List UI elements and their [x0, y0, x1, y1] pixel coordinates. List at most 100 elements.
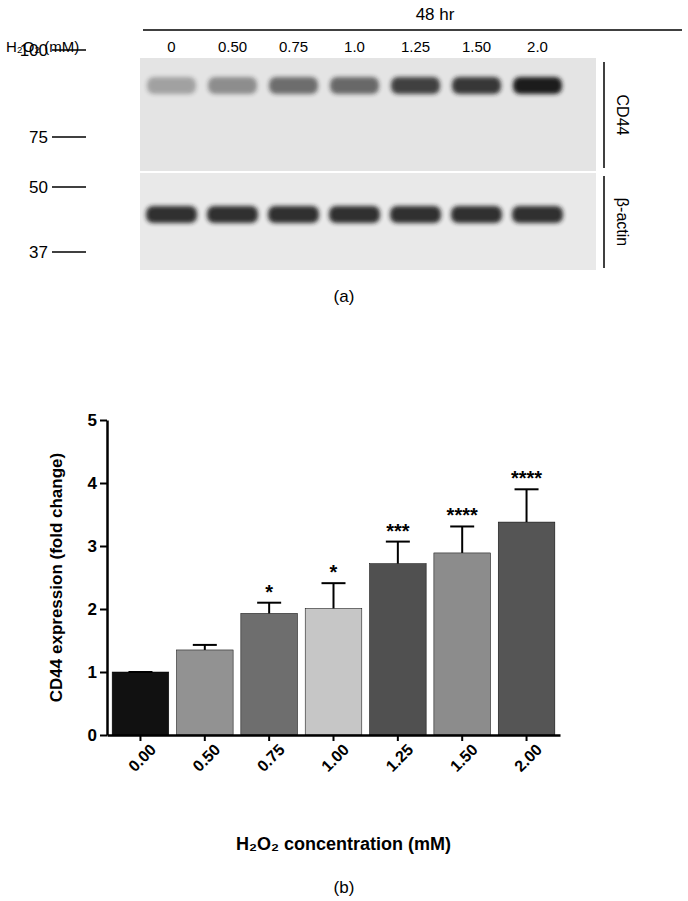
panel-label: (b) [334, 878, 355, 897]
y-tick: 1 [88, 663, 107, 682]
y-tick-mark [100, 420, 107, 422]
x-tick-label: 1.00 [318, 741, 352, 775]
error-bar [257, 603, 281, 614]
error-bar [386, 542, 410, 564]
bar [370, 564, 427, 735]
blot-membrane [140, 58, 596, 171]
error-stem [461, 526, 463, 552]
actin-band [512, 206, 563, 223]
error-bar [322, 583, 346, 608]
annotation: **** [447, 504, 478, 526]
blot-panel: 48 hrH₂O₂ (mM)00.500.751.01.251.502.0100… [6, 5, 682, 270]
error-cap [128, 671, 152, 673]
lane-label: 1.0 [344, 38, 365, 55]
marker-label: 50 [29, 178, 48, 197]
y-axis: 0 1 2 3 4 5 [88, 411, 108, 745]
y-axis-title: CD44 expression (fold change) [47, 453, 66, 702]
marker-line [52, 186, 86, 188]
x-tick-mark [461, 735, 463, 741]
plot-area [112, 489, 555, 735]
cd44-band [208, 77, 257, 94]
blot-title: 48 hr [416, 5, 455, 24]
marker-line [52, 136, 86, 138]
x-tick-mark [526, 735, 528, 741]
bar [112, 672, 169, 735]
marker-line [52, 49, 86, 51]
annotation: * [265, 581, 273, 603]
cd44-band [513, 77, 562, 94]
cd44-band [452, 77, 501, 94]
cd44-band [391, 77, 440, 94]
bar [176, 650, 233, 735]
x-tick-label: 0.00 [125, 741, 159, 775]
error-bar [515, 489, 539, 522]
x-tick-label: 1.25 [382, 741, 416, 775]
actin-band [268, 206, 319, 223]
marker-label: 100 [20, 41, 48, 60]
blot-membrane [140, 173, 596, 270]
marker-label: 75 [29, 128, 48, 147]
panel-label: (a) [334, 287, 355, 306]
error-stem [333, 583, 335, 608]
error-stem [268, 603, 270, 614]
annotation: * [330, 561, 338, 583]
marker-line [52, 251, 86, 253]
actin-band [207, 206, 258, 223]
y-tick-label: 2 [88, 600, 97, 619]
error-stem [526, 489, 528, 522]
lane-label: 0.75 [279, 38, 308, 55]
band-label: β-actin [614, 198, 631, 246]
lane-label: 2.0 [527, 38, 548, 55]
bar [305, 608, 362, 735]
y-tick-label: 4 [88, 474, 98, 493]
annotation: **** [511, 467, 542, 489]
y-tick: 0 [88, 726, 107, 745]
y-tick-mark [100, 483, 107, 485]
x-tick-mark [139, 735, 141, 741]
y-tick: 2 [88, 600, 107, 619]
bar [241, 613, 298, 735]
error-cap [193, 644, 217, 646]
actin-band [146, 206, 197, 223]
y-tick: 4 [88, 474, 107, 493]
y-tick-mark [100, 672, 107, 674]
annotation: *** [386, 520, 410, 542]
bar [498, 522, 555, 735]
y-tick-mark [100, 546, 107, 548]
x-axis-title: H₂O₂ concentration (mM) [236, 834, 451, 854]
y-tick-mark [100, 609, 107, 611]
figure: 48 hrH₂O₂ (mM)00.500.751.01.251.502.0100… [0, 0, 688, 901]
y-tick-label: 3 [88, 537, 97, 556]
cd44-band [147, 77, 196, 94]
x-tick: 2.00 [511, 735, 545, 775]
error-bar [193, 645, 217, 650]
lane-label: 0.50 [218, 38, 247, 55]
x-tick-label: 1.50 [447, 741, 481, 775]
band-bracket [603, 62, 605, 168]
x-tick: 1.50 [447, 735, 481, 775]
x-tick-mark [268, 735, 270, 741]
band-bracket [603, 176, 605, 268]
y-tick-label: 1 [88, 663, 97, 682]
error-bar [128, 672, 152, 673]
x-tick: 0.00 [125, 735, 159, 775]
bar-chart: *************0123450.000.500.751.001.251… [47, 411, 561, 854]
y-tick-label: 0 [88, 726, 97, 745]
x-tick-label: 2.00 [511, 741, 545, 775]
x-tick-mark [204, 735, 206, 741]
y-tick: 5 [88, 411, 107, 430]
y-tick: 3 [88, 537, 107, 556]
actin-band [329, 206, 380, 223]
bar [434, 553, 491, 735]
lane-label: 1.50 [462, 38, 491, 55]
lane-label: 1.25 [401, 38, 430, 55]
y-tick-mark [100, 735, 107, 737]
cd44-band [330, 77, 379, 94]
band-label: CD44 [614, 95, 631, 136]
y-tick-label: 5 [88, 411, 97, 430]
x-tick: 1.00 [318, 735, 352, 775]
x-tick: 0.50 [189, 735, 223, 775]
x-tick-mark [333, 735, 335, 741]
x-tick-label: 0.75 [254, 741, 288, 775]
error-stem [397, 542, 399, 564]
